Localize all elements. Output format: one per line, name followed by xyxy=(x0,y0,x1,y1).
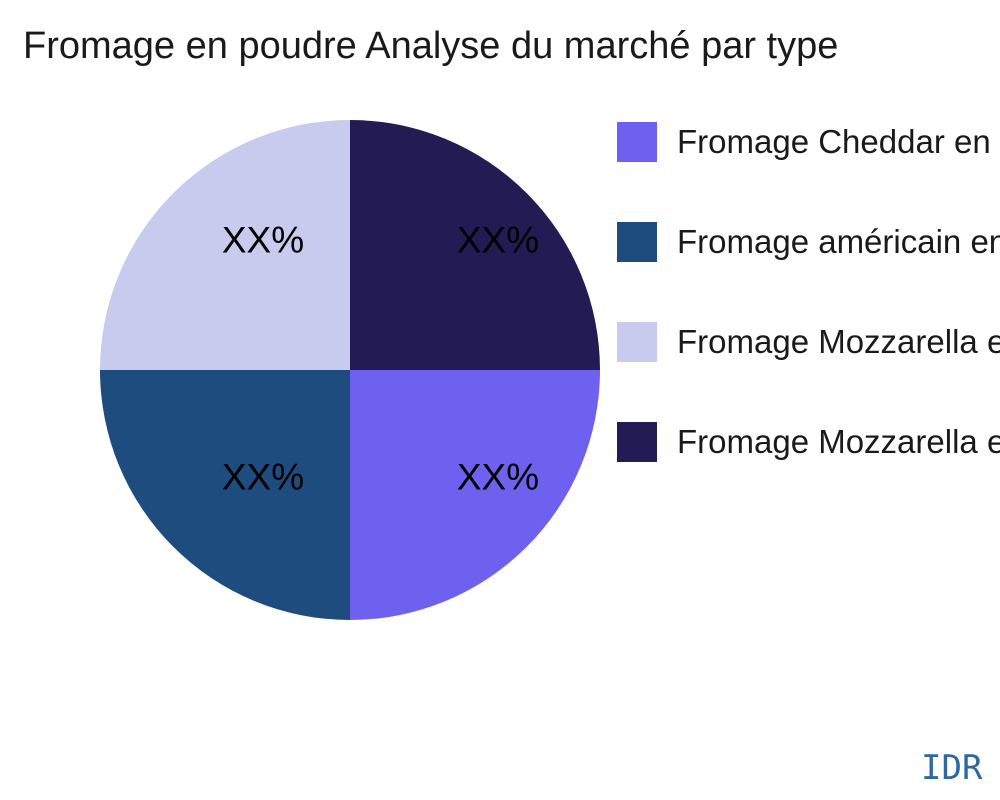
legend: Fromage Cheddar en poudre Fromage améric… xyxy=(617,122,1000,522)
legend-swatch-mozzarella-light xyxy=(617,322,657,362)
legend-swatch-mozzarella-dark xyxy=(617,422,657,462)
pie-slice-americain[interactable] xyxy=(100,370,350,620)
pie-slice-mozzarella-light[interactable] xyxy=(100,120,350,370)
pie-slice-cheddar[interactable] xyxy=(350,370,600,620)
pie-svg: XX% XX% XX% XX% xyxy=(100,120,600,620)
pie-chart: XX% XX% XX% XX% xyxy=(100,120,600,620)
watermark-idr: IDR xyxy=(921,748,983,788)
legend-label-mozzarella-dark: Fromage Mozzarella en poudre xyxy=(677,423,1000,460)
legend-swatch-americain xyxy=(617,222,657,262)
chart-title: Fromage en poudre Analyse du marché par … xyxy=(23,25,839,67)
legend-item-cheddar[interactable]: Fromage Cheddar en poudre xyxy=(617,122,1000,162)
pie-value-label-bottom-left: XX% xyxy=(222,457,304,498)
pie-value-label-top-right: XX% xyxy=(457,220,539,261)
legend-item-americain[interactable]: Fromage américain en poudre xyxy=(617,222,1000,262)
pie-value-label-bottom-right: XX% xyxy=(457,457,539,498)
pie-slice-mozzarella-dark[interactable] xyxy=(350,120,600,370)
legend-item-mozzarella-light[interactable]: Fromage Mozzarella en poudre xyxy=(617,322,1000,362)
legend-label-cheddar: Fromage Cheddar en poudre xyxy=(677,123,1000,160)
legend-item-mozzarella-dark[interactable]: Fromage Mozzarella en poudre xyxy=(617,422,1000,462)
legend-label-americain: Fromage américain en poudre xyxy=(677,223,1000,260)
pie-value-label-top-left: XX% xyxy=(222,220,304,261)
legend-swatch-cheddar xyxy=(617,122,657,162)
legend-label-mozzarella-light: Fromage Mozzarella en poudre xyxy=(677,323,1000,360)
